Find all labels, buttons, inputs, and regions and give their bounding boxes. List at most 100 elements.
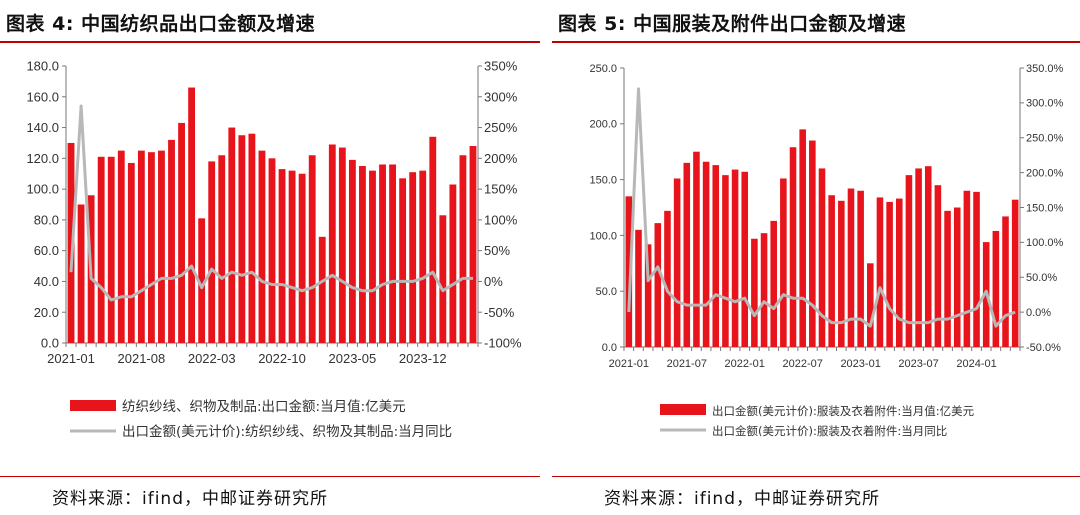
right-tick-label: 0%	[484, 274, 503, 289]
bar	[673, 178, 681, 347]
bar	[992, 230, 1000, 347]
bar	[693, 151, 700, 347]
bar	[178, 122, 185, 343]
bar	[449, 184, 457, 343]
left-tick-label: 20.0	[34, 305, 59, 320]
figure-label: 图表 5:	[558, 13, 626, 35]
bar	[137, 150, 145, 343]
left-tick-label: 150.0	[589, 174, 617, 186]
right-tick-label: 100%	[484, 212, 518, 227]
bar	[934, 185, 942, 347]
figure-5-panel: 图表 5: 中国服装及附件出口金额及增速 0.0 50.0 100.0 150.0 20…	[552, 0, 1080, 515]
left-tick-label: 160.0	[26, 89, 59, 104]
source-rule	[552, 476, 1080, 477]
x-tick-label: 2023-12	[399, 351, 447, 366]
bar	[107, 156, 115, 343]
right-tick-label: 150%	[484, 182, 518, 197]
bar	[218, 155, 226, 343]
source-note: 资料来源：ifind，中邮证券研究所	[604, 489, 880, 509]
bar	[208, 161, 216, 343]
left-tick-label: 250.0	[589, 63, 617, 75]
x-tick-label: 2023-07	[898, 358, 938, 370]
x-tick-label: 2021-08	[118, 351, 166, 366]
bar	[459, 155, 467, 343]
bar	[419, 170, 427, 343]
bar	[278, 169, 286, 343]
apparel-export-chart: 0.0 50.0 100.0 150.0 200.0 250.0 -50.0% 0.0% 50.…	[589, 63, 1064, 438]
x-tick-label: 2023-05	[329, 351, 377, 366]
bar	[348, 159, 356, 343]
title-rule	[552, 41, 1080, 43]
left-tick-label: 100.0	[589, 230, 617, 242]
bar	[389, 164, 397, 343]
right-tick-label: 100.0%	[1026, 237, 1064, 249]
legend-bar-swatch	[660, 404, 706, 415]
bar	[664, 210, 671, 347]
left-tick-label: 120.0	[26, 151, 59, 166]
bar	[963, 190, 971, 347]
chart-title: 中国服装及附件出口金额及增速	[633, 13, 907, 35]
bar	[369, 170, 376, 343]
right-tick-label: -100%	[484, 336, 522, 351]
bar	[857, 190, 864, 347]
x-tick-label: 2021-01	[47, 351, 95, 366]
legend-line-label: 出口金额(美元计价):纺织纱线、织物及其制品:当月同比	[122, 424, 452, 440]
right-tick-label: 200.0%	[1026, 167, 1064, 179]
bar	[399, 178, 407, 343]
left-tick-label: 80.0	[34, 212, 59, 227]
bar	[238, 135, 246, 343]
bar	[248, 133, 256, 343]
left-tick-label: 140.0	[26, 120, 59, 135]
right-tick-label: 50.0%	[1026, 272, 1057, 284]
bar	[751, 238, 758, 347]
bar	[127, 162, 135, 343]
bar	[654, 223, 662, 347]
x-tick-label: 2022-07	[782, 358, 822, 370]
bar	[867, 263, 874, 347]
bar	[722, 175, 729, 347]
bar	[702, 161, 710, 347]
bar	[147, 152, 155, 343]
bar	[973, 191, 980, 347]
right-tick-label: 150.0%	[1026, 202, 1064, 214]
legend-bar-label: 出口金额(美元计价):服装及衣着附件:当月值:亿美元	[712, 404, 975, 418]
legend-bar-swatch	[70, 400, 116, 411]
right-tick-label: 300%	[484, 89, 518, 104]
right-tick-label: 0.0%	[1026, 307, 1051, 319]
bar	[439, 215, 447, 343]
source-note: 资料来源：ifind，中邮证券研究所	[52, 489, 328, 509]
left-tick-label: 200.0	[589, 119, 617, 131]
yoy-line	[627, 87, 1016, 328]
bar	[828, 195, 835, 347]
bar	[799, 129, 806, 347]
bar	[258, 150, 266, 343]
x-tick-label: 2023-01	[840, 358, 880, 370]
right-tick-label: -50%	[484, 305, 515, 320]
bar	[1002, 216, 1009, 347]
left-tick-label: 60.0	[34, 243, 59, 258]
right-tick-label: 200%	[484, 151, 518, 166]
legend-bar-label: 纺织纱线、织物及制品:出口金额:当月值:亿美元	[122, 399, 406, 415]
bar	[318, 236, 326, 343]
bar	[77, 204, 85, 343]
legend-line-label: 出口金额(美元计价):服装及衣着附件:当月同比	[712, 424, 947, 438]
bar	[838, 200, 845, 347]
bar	[895, 198, 903, 347]
bar	[712, 165, 720, 347]
left-tick-label: 0.0	[41, 336, 59, 351]
bar	[188, 87, 196, 343]
left-tick-label: 40.0	[34, 274, 59, 289]
bar	[809, 140, 816, 347]
title-rule	[0, 41, 540, 43]
right-tick-label: 300.0%	[1026, 98, 1064, 110]
left-tick-label: 100.0	[26, 182, 59, 197]
bar	[886, 201, 893, 347]
bar	[288, 170, 296, 343]
figure-label: 图表 4:	[6, 13, 74, 35]
left-tick-label: 50.0	[596, 286, 617, 298]
right-tick-label: -50.0%	[1026, 342, 1061, 354]
bar	[953, 207, 961, 347]
bar	[308, 155, 316, 343]
bar	[268, 158, 276, 343]
bar	[228, 127, 236, 343]
